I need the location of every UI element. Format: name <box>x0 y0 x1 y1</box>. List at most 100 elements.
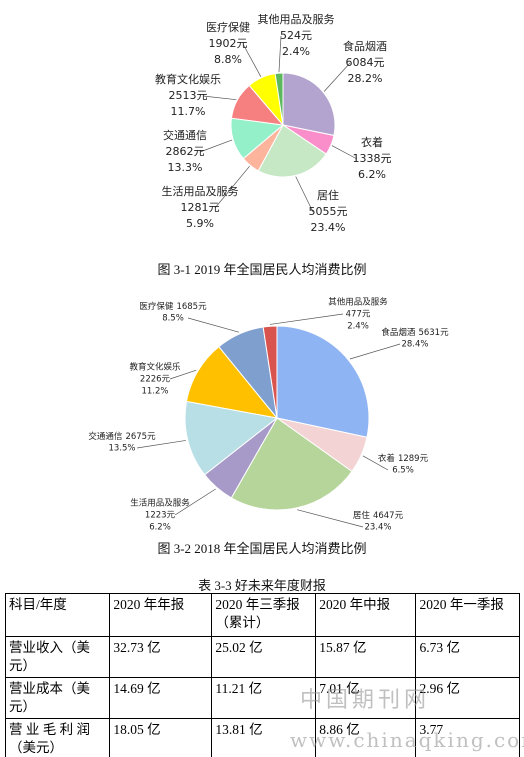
value-label: 477元 <box>346 310 371 320</box>
leader-line <box>295 176 314 213</box>
table-cell: 14.69 亿 <box>109 677 213 719</box>
table-row: 营业收入（美元） 32.73 亿 25.02 亿 15.87 亿 6.73 亿 <box>4 636 520 678</box>
table-cell: 2.96 亿 <box>415 677 520 719</box>
pie-slice <box>282 72 336 137</box>
category-name: 居住 <box>353 510 371 521</box>
value-label: 1223元 <box>145 511 176 521</box>
pie-slice <box>184 400 279 476</box>
value-label: 1281元 <box>181 201 220 214</box>
value-label: 1685元 <box>176 302 207 312</box>
slice-label: 食品烟酒 5631元 <box>381 327 449 338</box>
table-cell: 营业收入（美元） <box>4 636 111 678</box>
value-label: 2675元 <box>125 432 156 442</box>
header-cell: 2020 年一季报 <box>415 593 520 637</box>
percent-label: 23.4% <box>311 221 346 234</box>
value-label: 2513元 <box>169 89 208 102</box>
category-name: 其他用品及服务 <box>328 297 388 308</box>
leader-line <box>187 317 240 333</box>
slice-label: 交通通信 2675元 <box>88 431 156 442</box>
percent-label: 23.4% <box>364 523 391 533</box>
value-label: 2862元 <box>166 145 205 158</box>
leader-line <box>169 369 197 380</box>
category-name: 教育文化娱乐 <box>129 362 181 373</box>
table-cell: 营业成本（美元） <box>4 677 111 719</box>
table-cell: 8.86 亿 <box>315 718 417 757</box>
percent-label: 13.5% <box>108 444 135 454</box>
figure-caption: 图 3-1 2019 年全国居民人均消费比例 <box>157 262 367 277</box>
category-name: 居住 <box>317 188 339 202</box>
leader-line <box>199 139 233 153</box>
value-label: 524元 <box>280 29 312 42</box>
category-name: 医疗保健 <box>139 301 174 312</box>
leader-line <box>136 440 186 449</box>
percent-label: 6.2% <box>149 523 171 533</box>
leader-line <box>297 509 364 528</box>
percent-label: 11.7% <box>171 105 206 118</box>
category-name: 生活用品及服务 <box>130 498 190 509</box>
category-name: 食品烟酒 <box>343 39 387 53</box>
percent-label: 2.4% <box>282 45 310 58</box>
charts: 食品烟酒 6084元 28.2% 衣着 1338元 6.2% 居住 5055元 23.4% 生活用… <box>88 13 449 533</box>
watermark: www.chinaqking.com <box>290 728 524 752</box>
category-name: 衣着 <box>378 453 395 464</box>
category-name: 医疗保健 <box>206 20 250 34</box>
table-cell: 32.73 亿 <box>109 636 213 678</box>
value-label: 6084元 <box>346 56 385 69</box>
table-cell: 11.21 亿 <box>211 677 317 719</box>
pie-slice <box>276 325 370 438</box>
pie-slice <box>262 325 278 419</box>
figure-caption: 图 3-2 2018 年全国居民人均消费比例 <box>157 541 367 556</box>
percent-label: 2.4% <box>347 322 369 332</box>
percent-label: 28.4% <box>401 340 428 350</box>
leader-line <box>269 313 344 325</box>
pie-slice <box>230 417 353 511</box>
leader-line <box>362 455 389 471</box>
category-name: 食品烟酒 <box>381 327 416 338</box>
slice-label: 医疗保健 1685元 <box>139 301 207 312</box>
table-cell: 25.02 亿 <box>211 636 317 678</box>
leader-line <box>331 145 358 160</box>
table-cell: 3.77 <box>415 718 520 757</box>
financial-table: 科目/年度 2020 年年报 2020 年三季报（累计） 2020 年中报 2020 年… <box>4 593 520 757</box>
header-cell: 科目/年度 <box>4 593 111 637</box>
leader-line <box>202 95 237 101</box>
header-cell: 2020 年三季报（累计） <box>211 593 317 637</box>
percent-label: 6.5% <box>392 466 414 476</box>
header-cell: 2020 年年报 <box>109 593 213 637</box>
value-label: 5055元 <box>309 205 348 218</box>
leader-line <box>349 343 401 360</box>
value-label: 1902元 <box>209 37 248 50</box>
leader-line <box>323 62 351 92</box>
category-name: 生活用品及服务 <box>162 184 239 198</box>
category-name: 教育文化娱乐 <box>155 72 221 86</box>
value-label: 5631元 <box>418 328 449 338</box>
percent-label: 28.2% <box>348 72 383 85</box>
leader-line <box>242 43 262 77</box>
slice-label: 衣着 1289元 <box>378 453 429 464</box>
pie-slice <box>185 346 279 419</box>
category-name: 交通通信 <box>163 128 207 142</box>
table-row: 营 业 毛 利 润（美元） 18.05 亿 13.81 亿 8.86 亿 3.77 <box>4 718 520 757</box>
category-name: 衣着 <box>361 135 383 149</box>
category-name: 其他用品及服务 <box>258 13 335 26</box>
table-cell: 6.73 亿 <box>415 636 520 678</box>
value-label: 1338元 <box>353 152 392 165</box>
leader-line <box>174 488 216 516</box>
value-label: 2226元 <box>140 375 171 385</box>
table-cell: 7.01 亿 <box>315 677 417 719</box>
percent-label: 6.2% <box>358 168 386 181</box>
value-label: 1289元 <box>398 454 429 464</box>
table-cell: 15.87 亿 <box>315 636 417 678</box>
table-cell: 18.05 亿 <box>109 718 213 757</box>
table-row: 科目/年度 2020 年年报 2020 年三季报（累计） 2020 年中报 2020 年… <box>4 593 520 637</box>
pie-slice <box>257 124 327 178</box>
category-name: 交通通信 <box>88 431 123 442</box>
table-caption: 表 3-3 好未来年度财报 <box>198 578 326 593</box>
percent-label: 8.8% <box>214 53 242 66</box>
header-cell: 2020 年中报 <box>315 593 417 637</box>
percent-label: 5.9% <box>186 217 214 230</box>
table-cell: 营 业 毛 利 润（美元） <box>4 718 111 757</box>
table-row: 营业成本（美元） 14.69 亿 11.21 亿 7.01 亿 2.96 亿 <box>4 677 520 719</box>
value-label: 4647元 <box>373 511 404 521</box>
